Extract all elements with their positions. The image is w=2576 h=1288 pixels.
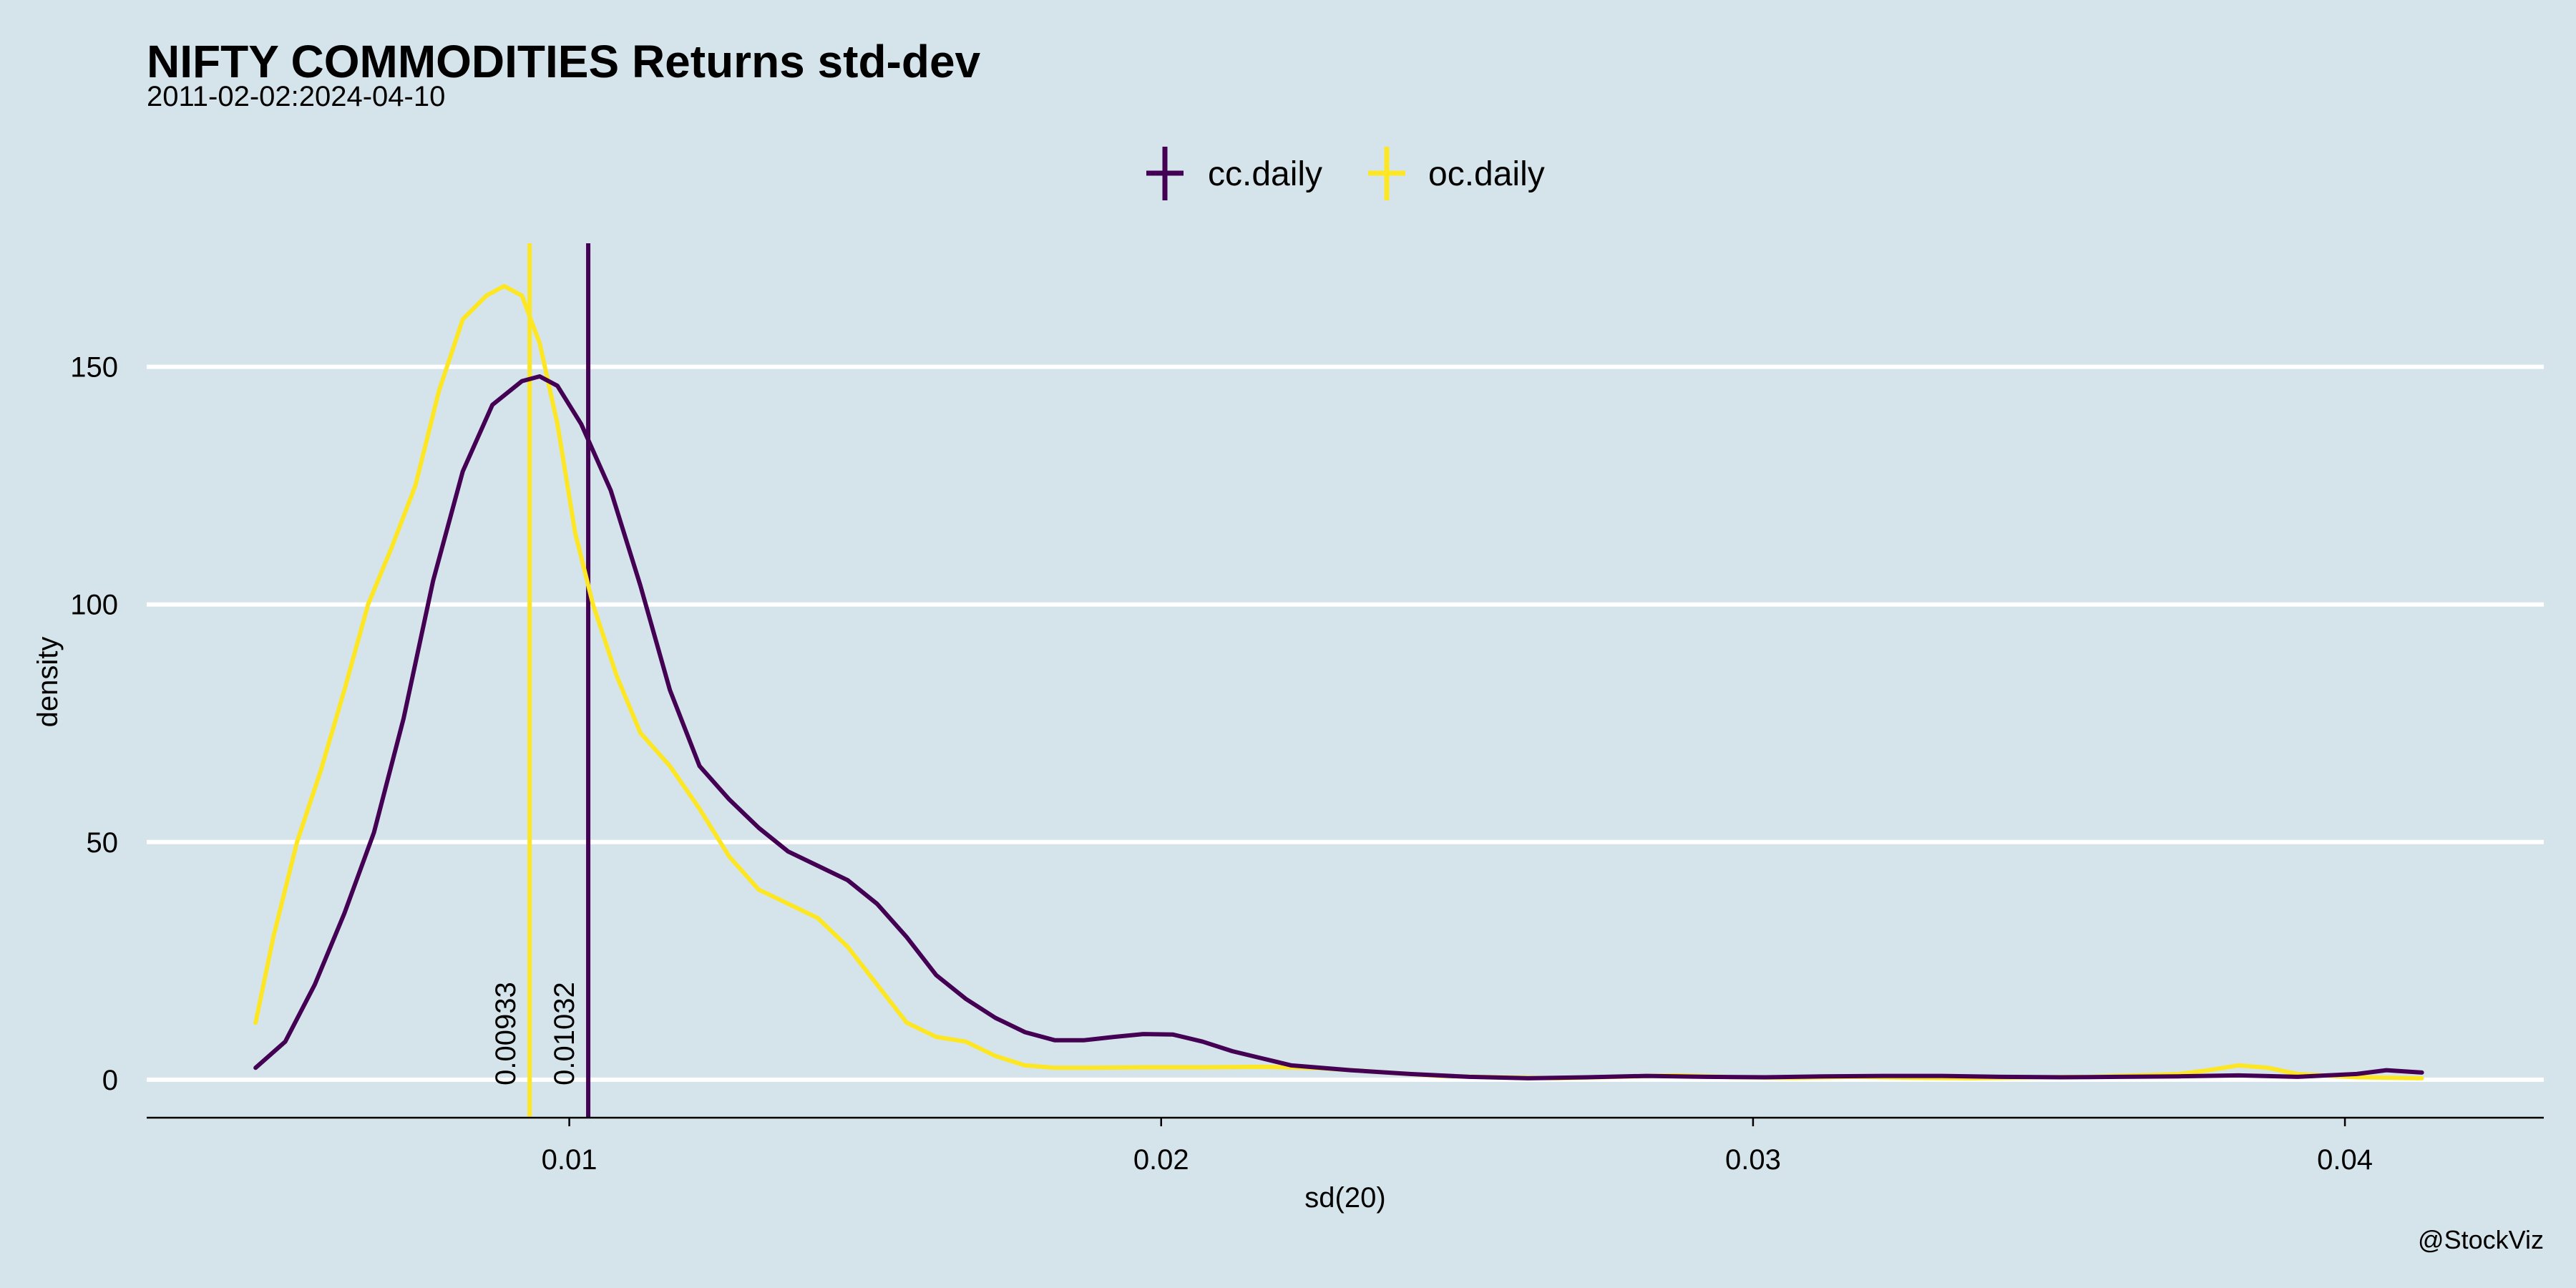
- x-axis-ticks: 0.01 0.02 0.03 0.04: [542, 1118, 2373, 1176]
- legend: cc.daily oc.daily: [1146, 147, 1545, 200]
- chart-subtitle: 2011-02-02:2024-04-10: [147, 81, 445, 112]
- x-axis-title: sd(20): [1304, 1182, 1385, 1214]
- x-tick-label: 0.02: [1133, 1144, 1189, 1176]
- y-tick-label: 100: [70, 590, 118, 621]
- x-tick-label: 0.03: [1725, 1144, 1781, 1176]
- legend-item-cc-daily: cc.daily: [1146, 147, 1322, 200]
- mean-label-oc-daily: 0.00933: [490, 982, 522, 1085]
- density-line-cc-daily: [253, 374, 2424, 1080]
- legend-item-oc-daily: oc.daily: [1368, 147, 1545, 200]
- y-tick-label: 50: [87, 827, 119, 859]
- y-tick-label: 150: [70, 352, 118, 384]
- mean-lines: 0.01032 0.00933: [490, 243, 591, 1118]
- chart-title: NIFTY COMMODITIES Returns std-dev: [147, 36, 981, 87]
- legend-label: oc.daily: [1428, 155, 1545, 193]
- y-axis-ticks: 0 50 100 150: [70, 352, 118, 1096]
- x-tick-label: 0.01: [542, 1144, 597, 1176]
- density-series: [253, 283, 2424, 1080]
- y-axis-title: density: [32, 637, 64, 728]
- legend-label: cc.daily: [1208, 155, 1322, 193]
- caption: @StockViz: [2418, 1225, 2544, 1254]
- x-tick-label: 0.04: [2317, 1144, 2373, 1176]
- mean-label-cc-daily: 0.01032: [549, 982, 580, 1085]
- y-tick-label: 0: [102, 1065, 118, 1096]
